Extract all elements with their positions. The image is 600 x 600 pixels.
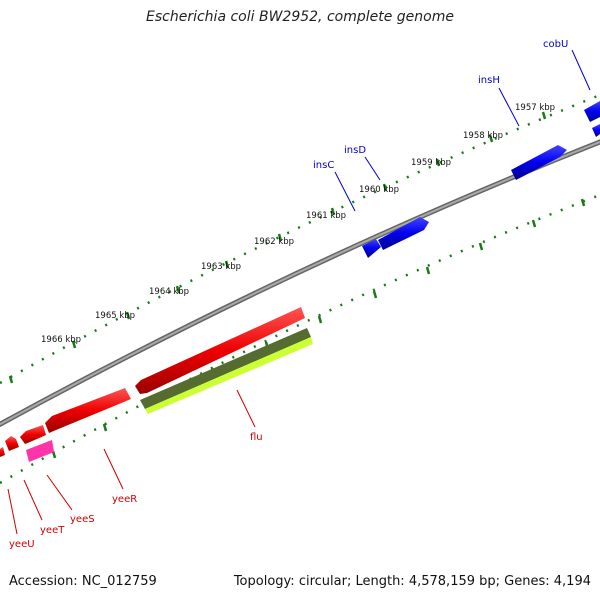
genes-value: 4,194 (553, 574, 591, 589)
gene-cobU-2[interactable] (592, 124, 600, 137)
topology-value: circular (298, 574, 347, 589)
genes-label: Genes: (504, 574, 550, 589)
gene-label-yeeR: yeeR (112, 494, 137, 505)
gene-label-yeeU: yeeU (9, 539, 35, 550)
gene-red-large[interactable] (135, 307, 305, 394)
forward-genes (362, 101, 600, 258)
outer-major-ticks (8, 111, 547, 384)
gene-yeeU[interactable] (0, 447, 5, 457)
gene-label-yeeT: yeeT (40, 525, 65, 536)
ruler-label-1965: 1965 kbp (95, 311, 135, 321)
gene-insC[interactable] (362, 239, 381, 258)
gene-insD[interactable] (378, 217, 429, 250)
ruler-label-1959: 1959 kbp (411, 158, 451, 168)
map-title: Escherichia coli BW2952, complete genome (146, 9, 454, 25)
accession-label: Accession: (9, 574, 78, 589)
gene-label-flu: flu (250, 432, 263, 443)
gene-label-insC: insC (313, 160, 334, 171)
ruler-label-1963: 1963 kbp (201, 262, 241, 272)
genome-backbone (0, 139, 600, 428)
inner-major-ticks (51, 198, 586, 459)
gene-yeeR[interactable] (20, 425, 46, 444)
ruler-label-1957: 1957 kbp (515, 103, 555, 113)
gene-flu-light[interactable] (145, 337, 313, 414)
gene-label-cobU: cobU (543, 39, 568, 50)
ruler-label-1964: 1964 kbp (149, 287, 189, 297)
ruler-label-1962: 1962 kbp (254, 237, 294, 247)
gene-label-insH: insH (478, 75, 500, 86)
length-value: 4,578,159 bp (408, 574, 496, 589)
gene-cobU[interactable] (584, 101, 600, 122)
ruler-label-1958: 1958 kbp (463, 131, 503, 141)
gene-insH[interactable] (511, 145, 567, 180)
gene-red-mid[interactable] (45, 388, 131, 433)
accession-value: NC_012759 (81, 574, 157, 589)
topology-label: Topology: (233, 574, 295, 589)
accession-info: Accession: NC_012759 (9, 574, 157, 589)
gene-flu-dark[interactable] (140, 328, 311, 409)
genome-stats: Topology: circular; Length: 4,578,159 bp… (233, 574, 591, 589)
ruler-label-1966: 1966 kbp (41, 335, 81, 345)
ruler-label-1960: 1960 kbp (359, 185, 399, 195)
inner-ruler (0, 193, 600, 485)
gene-yeeS[interactable] (26, 440, 54, 462)
gene-label-yeeS: yeeS (70, 514, 95, 525)
gene-yeeT[interactable] (5, 436, 19, 451)
ruler-label-1961: 1961 kbp (306, 211, 346, 221)
length-label: Length: (355, 574, 405, 589)
reverse-genes (0, 307, 313, 462)
gene-label-insD: insD (344, 145, 366, 156)
